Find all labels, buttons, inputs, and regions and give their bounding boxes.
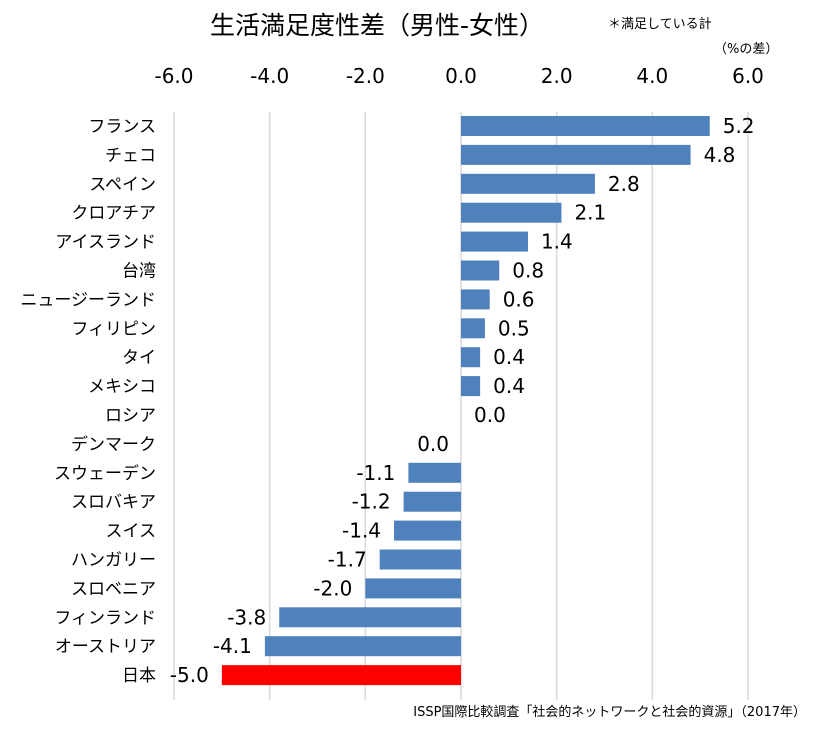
- x-tick-label: 2.0: [541, 64, 573, 88]
- bar: [461, 116, 710, 136]
- data-label: -1.4: [342, 519, 381, 543]
- bars: [221, 116, 710, 686]
- category-label: アイスランド: [55, 233, 156, 253]
- category-label: チェコ: [105, 146, 156, 166]
- bar: [461, 202, 562, 223]
- x-tick-label: 6.0: [732, 64, 764, 88]
- category-label: スイス: [106, 522, 157, 542]
- category-label: クロアチア: [71, 204, 156, 224]
- x-tick-label: 4.0: [636, 64, 668, 88]
- category-label: オーストリア: [55, 637, 156, 657]
- data-label: 0.6: [503, 287, 535, 311]
- chart-note: ＊満足している計: [608, 17, 712, 32]
- unit-label: （%の差）: [714, 42, 779, 57]
- data-label: 0.4: [493, 345, 525, 369]
- category-label: メキシコ: [88, 377, 156, 397]
- category-label: スウェーデン: [54, 463, 156, 484]
- category-label: ロシア: [105, 406, 156, 426]
- bar: [221, 665, 461, 686]
- bar: [365, 578, 461, 599]
- data-label: 0.0: [474, 403, 506, 427]
- category-label: フランス: [88, 117, 156, 137]
- gridlines: [173, 112, 749, 700]
- data-label: -3.8: [227, 605, 266, 629]
- x-tick-label: -2.0: [346, 64, 385, 88]
- bar: [461, 347, 481, 368]
- category-label: スロベニア: [71, 579, 156, 599]
- category-labels: フランスチェコスペインクロアチアアイスランド台湾ニュージーランドフィリピンタイメ…: [20, 117, 156, 686]
- data-label: 5.2: [723, 114, 755, 138]
- category-label: デンマーク: [71, 434, 156, 455]
- data-label: -1.1: [356, 461, 395, 485]
- data-label: 0.8: [512, 259, 544, 283]
- bar: [379, 549, 461, 570]
- category-label: スペイン: [89, 175, 156, 195]
- bar: [279, 607, 461, 628]
- bar: [264, 636, 461, 657]
- category-label: タイ: [122, 348, 156, 368]
- source-note: ISSP国際比較調査「社会的ネットワークと社会的資源」（2017年）: [413, 705, 806, 720]
- bar: [461, 173, 595, 194]
- bar: [461, 260, 500, 281]
- category-label: 台湾: [122, 262, 156, 282]
- data-label: -5.0: [170, 663, 209, 687]
- data-label: 2.1: [574, 201, 606, 225]
- data-label: -1.7: [328, 548, 367, 572]
- data-label: 0.0: [417, 432, 449, 456]
- bar: [461, 376, 481, 397]
- data-label: -1.2: [352, 490, 391, 514]
- bar: [394, 520, 461, 541]
- bar: [403, 491, 461, 512]
- data-labels: 5.2 4.8 2.82.11.4 0.8 0.6 0.5 0.4 0.4 0.0 0.0 -1.1…: [170, 114, 755, 687]
- data-label: -2.0: [313, 576, 352, 600]
- bar: [408, 462, 461, 483]
- x-tick-label: -6.0: [154, 64, 193, 88]
- category-label: 日本: [122, 666, 156, 686]
- category-label: フィンランド: [54, 608, 156, 628]
- data-label: 0.4: [493, 374, 525, 398]
- x-tick-label: -4.0: [250, 64, 289, 88]
- data-label: 0.5: [498, 316, 530, 340]
- bar: [461, 318, 485, 339]
- data-label: 2.8: [608, 172, 640, 196]
- data-label: 4.8: [704, 143, 736, 167]
- bar: [461, 289, 490, 310]
- category-label: スロバキア: [71, 493, 156, 513]
- bar: [461, 231, 528, 252]
- data-label: 1.4: [541, 230, 573, 254]
- category-label: フィリピン: [71, 319, 156, 339]
- category-label: ニュージーランド: [20, 290, 156, 310]
- data-label: -4.1: [213, 634, 252, 658]
- chart-title: 生活満足度性差（男性-女性）: [210, 11, 545, 40]
- x-tick-label: 0.0: [445, 64, 477, 88]
- category-label: ハンガリー: [71, 551, 156, 571]
- x-axis-ticks: -6.0 -4.0 -2.0 0.0 2.0 4.0 6.0: [154, 64, 763, 88]
- bar: [461, 144, 691, 165]
